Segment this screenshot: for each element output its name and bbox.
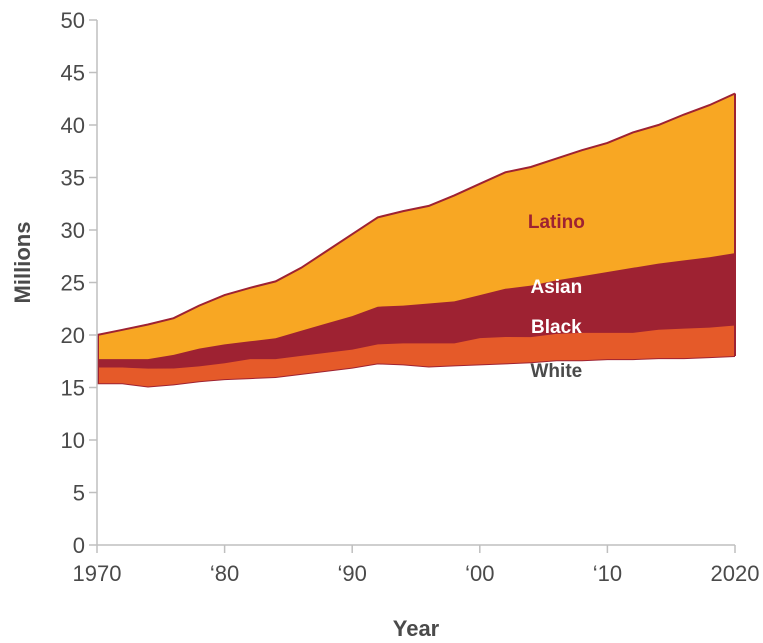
y-tick-label: 5	[73, 481, 85, 506]
area-layer	[96, 92, 736, 545]
y-tick-label: 45	[61, 61, 85, 86]
area-latino	[97, 93, 735, 360]
x-axis-title: Year	[393, 616, 440, 641]
series-label-layer: Latino Asian Black White	[528, 212, 585, 382]
y-tick-label: 50	[61, 8, 85, 33]
x-tick-label: 1970	[73, 561, 122, 586]
area-black	[97, 324, 735, 387]
y-tick-label: 10	[61, 428, 85, 453]
y-tick-label: 0	[73, 533, 85, 558]
y-tick-label: 15	[61, 376, 85, 401]
area-asian	[97, 253, 735, 368]
y-axis-title: Millions	[10, 222, 35, 304]
boundary-line-latino	[96, 92, 736, 336]
y-tick-label: 30	[61, 218, 85, 243]
x-tick-label: ‘00	[465, 561, 494, 586]
x-tick-label: ‘90	[338, 561, 367, 586]
y-tick-label: 40	[61, 113, 85, 138]
y-tick-label: 25	[61, 271, 85, 296]
series-label-asian: Asian	[530, 277, 582, 298]
y-tick-label: 35	[61, 166, 85, 191]
area-white	[97, 356, 735, 545]
axes-layer: 0 5 10 15 20 25 30 35 40 45 50 1970 ‘80 ‘90 ‘00 ‘10 2020	[61, 8, 760, 586]
x-tick-label: ‘10	[593, 561, 622, 586]
series-label-white: White	[531, 361, 583, 382]
x-tick-label: ‘80	[210, 561, 239, 586]
series-label-latino: Latino	[528, 212, 585, 233]
x-tick-label: 2020	[711, 561, 760, 586]
y-tick-label: 20	[61, 323, 85, 348]
series-label-black: Black	[531, 317, 582, 338]
